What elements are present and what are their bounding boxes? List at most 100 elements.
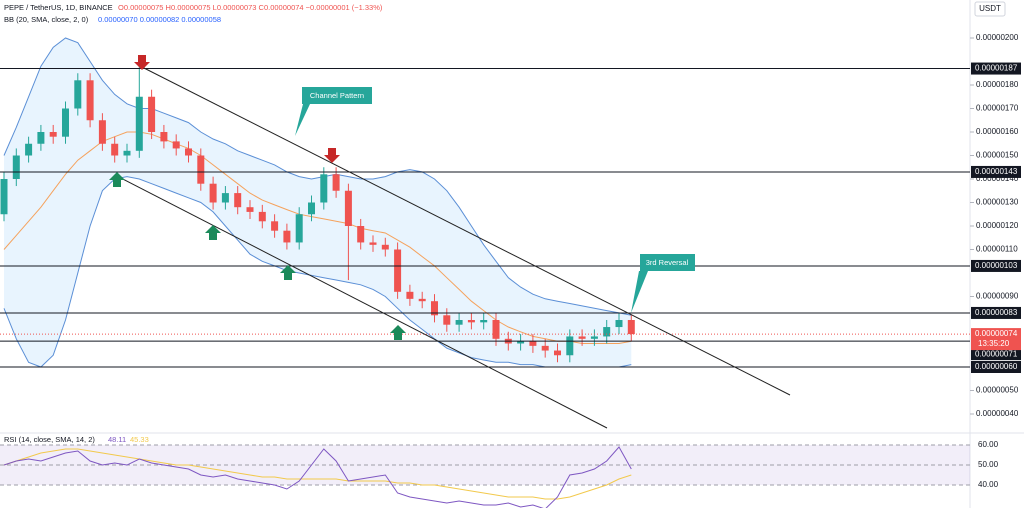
candle-body <box>529 341 537 346</box>
currency-box[interactable] <box>974 1 1006 17</box>
bb-values: 0.00000070 0.00000082 0.00000058 <box>98 15 221 24</box>
candle-body <box>62 108 69 137</box>
candle-body <box>357 226 365 243</box>
candle-body <box>455 320 463 325</box>
ohlc: O0.00000075 H0.00000075 L0.00000073 C0.0… <box>118 3 383 12</box>
candle-body <box>258 211 266 222</box>
level-label: 0.00000083 <box>975 308 1018 317</box>
rsi-value: 48.11 <box>108 435 126 444</box>
candle-body <box>517 341 525 344</box>
candle-body <box>0 179 8 215</box>
y-tick-label: 0.00000140 <box>976 174 1019 183</box>
candle-body <box>369 242 377 245</box>
candle-body <box>111 143 119 156</box>
candle-body <box>86 80 94 121</box>
candle-body <box>295 214 303 243</box>
candle-body <box>197 155 205 184</box>
level-tag <box>971 165 1021 178</box>
level-label: 0.00000143 <box>975 167 1018 176</box>
rsi-sma <box>3 448 632 500</box>
arrow-up <box>280 265 296 280</box>
rsi-pane <box>0 444 970 508</box>
callout <box>295 87 372 136</box>
candle-body <box>443 315 451 325</box>
candle-body <box>467 320 475 323</box>
candle-body <box>172 141 180 149</box>
rsi-line <box>3 446 632 508</box>
bb-lower <box>3 176 632 368</box>
bb-fill <box>4 38 632 367</box>
price-pane <box>0 37 970 368</box>
candle-body <box>308 202 315 215</box>
arrow-down <box>134 55 150 70</box>
candle-body <box>381 244 389 250</box>
bb-basis <box>3 131 632 344</box>
candle-body <box>590 336 598 339</box>
candle-body <box>160 132 168 142</box>
candle-body <box>25 143 33 156</box>
candle-body <box>554 350 561 356</box>
rsi-tick-label: 60.00 <box>978 440 999 449</box>
y-tick-label: 0.00000170 <box>976 104 1019 113</box>
y-tick-label: 0.00000120 <box>976 221 1019 230</box>
level-tag <box>971 62 1021 75</box>
symbol-title: PEPE / TetherUS, 1D, BINANCE <box>4 3 113 12</box>
channel-upper <box>139 65 791 396</box>
rsi-label: RSI (14, close, SMA, 14, 2) <box>4 435 95 444</box>
currency[interactable]: USDT <box>979 4 1001 13</box>
candle-body <box>49 132 57 137</box>
candle-body <box>246 207 254 212</box>
candle-body <box>123 150 131 156</box>
y-tick-label: 0.00000050 <box>976 386 1019 395</box>
candle-body <box>148 96 156 132</box>
candle-body <box>74 80 82 109</box>
candle-body <box>566 336 574 356</box>
arrow-up <box>205 225 221 240</box>
bb-upper <box>3 37 632 316</box>
level-tag <box>971 348 1021 361</box>
candle-body <box>234 193 242 208</box>
candle-body <box>406 291 414 299</box>
candle-body <box>135 96 143 151</box>
candle-body <box>541 345 549 351</box>
bb-label: BB (20, SMA, close, 2, 0) <box>4 15 89 24</box>
candle-body <box>603 327 611 337</box>
countdown: 13:35:20 <box>978 339 1010 348</box>
candle-body <box>209 183 217 203</box>
candle-body <box>221 193 229 203</box>
level-label: 0.00000103 <box>975 261 1018 270</box>
y-tick-label: 0.00000130 <box>976 198 1019 207</box>
level-tag <box>971 306 1021 319</box>
rsi-tick-label: 40.00 <box>978 480 999 489</box>
candle-body <box>492 320 500 339</box>
candle-body <box>418 298 426 302</box>
candle-body <box>283 230 291 243</box>
header: PEPE / TetherUS, 1D, BINANCE O0.00000075… <box>4 1 1006 444</box>
candle-body <box>578 336 586 339</box>
level-label: 0.00000071 <box>975 349 1018 358</box>
price-label: 0.00000074 <box>975 329 1018 338</box>
y-tick-label: 0.00000200 <box>976 33 1019 42</box>
drawings: Channel Pattern 3rd Reversal <box>109 55 791 429</box>
candle-body <box>394 249 402 292</box>
candle-body <box>185 148 192 156</box>
candle-body <box>320 174 328 203</box>
rsi-tick-label: 50.00 <box>978 460 999 469</box>
y-tick-label: 0.00000160 <box>976 127 1019 136</box>
y-tick-label: 0.00000090 <box>976 292 1019 301</box>
y-tick-label: 0.00000180 <box>976 80 1019 89</box>
y-tick-label: 0.00000040 <box>976 409 1019 418</box>
arrow-down <box>324 148 340 163</box>
price-axis: 0.00000200 0.00000180 0.00000170 0.00000160… <box>970 33 1021 489</box>
candle-body <box>37 132 45 144</box>
level-tag <box>971 259 1021 272</box>
arrow-up <box>390 325 406 340</box>
level-label: 0.00000187 <box>975 64 1018 73</box>
candle-body <box>98 120 106 144</box>
candle-body <box>615 320 623 328</box>
candle-body <box>627 320 635 335</box>
candle-body <box>12 155 20 179</box>
annotation: 3rd Reversal <box>646 258 689 267</box>
annotation: Channel Pattern <box>310 91 364 100</box>
candle-body <box>431 301 438 316</box>
